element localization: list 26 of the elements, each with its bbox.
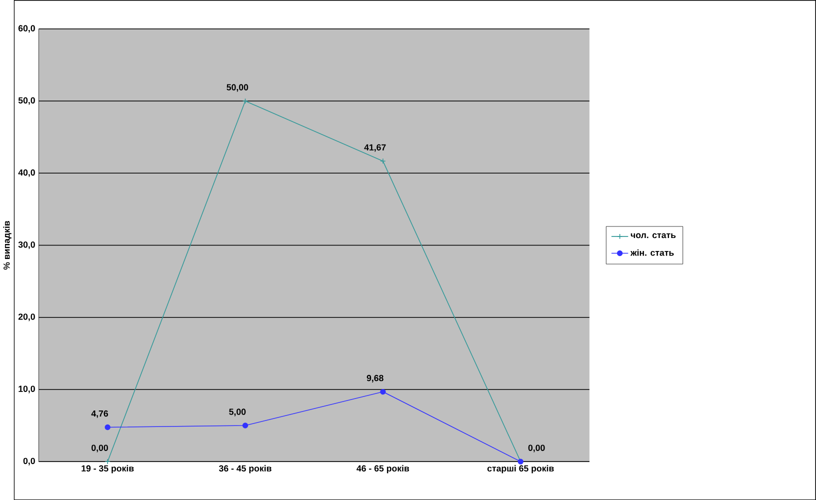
point [104,424,110,430]
data-label: 5,00 [229,408,246,416]
x-tick-label: старші 65 років [487,464,554,474]
data-label: 4,76 [91,410,108,418]
y-tick-label: 60,0 [18,24,35,33]
y-tick-label: 20,0 [18,313,35,321]
point [380,388,386,394]
y-tick-label: 50,0 [18,97,35,105]
legend-label: чол. стать [630,233,676,238]
y-tick-label: 30,0 [18,241,35,249]
x-tick-label: 19 - 35 років [82,464,134,474]
y-tick-label: 40,0 [18,169,35,177]
y-axis-title: % випадків [3,220,12,270]
y-tick-label: 0,0 [23,458,35,466]
data-label: 0,00 [92,444,108,452]
x-tick-label: 46 - 65 років [356,464,410,474]
legend-label: жін. стать [630,249,674,256]
data-label: 0,00 [528,444,545,452]
data-label: 50,00 [226,84,248,92]
x-tick-label: 36 - 45 років [218,464,272,474]
data-label: 9,68 [366,374,384,382]
data-label: 41,67 [364,144,386,152]
point [242,98,248,104]
y-tick-label: 10,0 [18,386,35,394]
point [242,422,248,428]
point [380,158,386,164]
